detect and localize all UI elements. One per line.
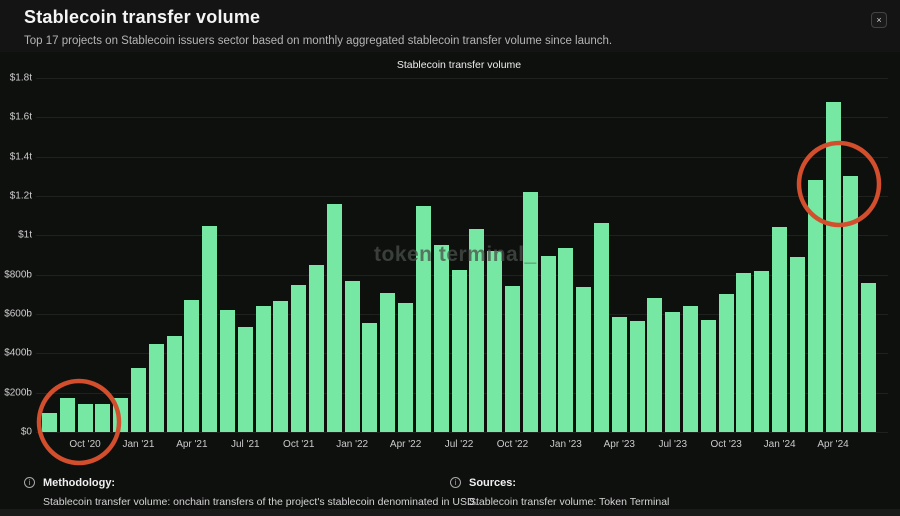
bar-dec20[interactable] bbox=[113, 397, 129, 432]
sources-heading: i Sources: bbox=[450, 477, 669, 490]
bar-mar22[interactable] bbox=[380, 293, 396, 432]
bar-feb24[interactable] bbox=[789, 256, 805, 432]
bottom-strip bbox=[0, 509, 900, 516]
bar-oct21[interactable] bbox=[291, 285, 307, 432]
footer-methodology: i Methodology: Stablecoin transfer volum… bbox=[24, 477, 478, 508]
y-axis-label: $600b bbox=[4, 308, 32, 320]
y-axis-label: $200b bbox=[4, 387, 32, 399]
bar-aug22[interactable] bbox=[469, 229, 485, 432]
y-axis-label: $1.6t bbox=[9, 111, 32, 123]
methodology-heading: i Methodology: bbox=[24, 477, 478, 490]
sources-text: Stablecoin transfer volume: Token Termin… bbox=[469, 496, 670, 508]
gridline bbox=[36, 432, 888, 433]
bar-nov21[interactable] bbox=[309, 264, 325, 432]
bar-feb22[interactable] bbox=[362, 322, 378, 432]
bar-dec21[interactable] bbox=[326, 203, 342, 432]
bar-jan21[interactable] bbox=[130, 368, 146, 432]
bar-oct23[interactable] bbox=[718, 294, 734, 432]
y-axis-label: $800b bbox=[4, 269, 32, 281]
bar-jan22[interactable] bbox=[344, 280, 360, 432]
x-axis-label: Oct '22 bbox=[496, 439, 529, 450]
watermark: token terminal_ bbox=[374, 243, 537, 266]
bar-jun22[interactable] bbox=[433, 245, 449, 432]
bar-jul21[interactable] bbox=[237, 326, 253, 432]
bar-apr23[interactable] bbox=[611, 316, 627, 432]
x-axis-label: Jul '22 bbox=[444, 439, 474, 450]
x-axis-label: Jan '21 bbox=[122, 439, 155, 450]
bar-dec22[interactable] bbox=[540, 255, 556, 432]
x-axis-label: Apr '21 bbox=[176, 439, 208, 450]
gridline bbox=[36, 78, 888, 79]
bar-nov22[interactable] bbox=[522, 192, 538, 432]
footer-sources: i Sources: Stablecoin transfer volume: T… bbox=[450, 477, 669, 508]
bar-may24[interactable] bbox=[843, 176, 859, 432]
y-axis-label: $400b bbox=[4, 347, 32, 359]
bar-sep21[interactable] bbox=[273, 301, 289, 432]
x-axis-label: Apr '24 bbox=[817, 439, 849, 450]
bar-sep22[interactable] bbox=[487, 251, 503, 432]
methodology-title: Methodology: bbox=[43, 477, 116, 489]
gridline bbox=[36, 196, 888, 197]
bar-feb21[interactable] bbox=[148, 343, 164, 432]
bar-jun24[interactable] bbox=[861, 282, 877, 432]
bar-aug21[interactable] bbox=[255, 306, 271, 432]
close-icon[interactable]: × bbox=[871, 12, 887, 28]
y-axis-label: $1.2t bbox=[9, 190, 32, 202]
info-icon: i bbox=[450, 477, 461, 488]
gridline bbox=[36, 235, 888, 237]
bar-jan24[interactable] bbox=[772, 227, 788, 432]
bar-aug20[interactable] bbox=[41, 413, 57, 432]
bar-oct20[interactable] bbox=[77, 404, 93, 432]
legend-label: Stablecoin transfer volume bbox=[396, 59, 522, 71]
header bbox=[0, 0, 900, 52]
bar-jul23[interactable] bbox=[665, 312, 681, 432]
y-axis-label: $1t bbox=[18, 229, 32, 241]
x-axis-label: Oct '21 bbox=[283, 439, 315, 450]
bar-jun23[interactable] bbox=[647, 298, 663, 432]
gridline bbox=[36, 156, 888, 158]
bar-mar21[interactable] bbox=[166, 335, 182, 432]
bar-oct22[interactable] bbox=[504, 286, 520, 432]
methodology-text: Stablecoin transfer volume: onchain tran… bbox=[43, 496, 478, 508]
x-axis-label: Jul '23 bbox=[658, 439, 688, 450]
x-axis-label: Apr '22 bbox=[389, 439, 422, 450]
x-axis-label: Oct '23 bbox=[710, 439, 742, 450]
gridline bbox=[36, 117, 888, 119]
bar-jan23[interactable] bbox=[558, 248, 574, 432]
x-axis-label: Oct '20 bbox=[69, 439, 101, 450]
page-subtitle: Top 17 projects on Stablecoin issuers se… bbox=[24, 35, 613, 47]
x-axis-label: Jan '23 bbox=[549, 439, 582, 450]
y-axis-label: $0 bbox=[20, 426, 32, 438]
bar-mar24[interactable] bbox=[807, 180, 823, 432]
bar-apr22[interactable] bbox=[398, 303, 414, 432]
sources-title: Sources: bbox=[469, 477, 517, 489]
page-title: Stablecoin transfer volume bbox=[24, 7, 261, 27]
info-icon: i bbox=[24, 477, 35, 488]
bar-apr21[interactable] bbox=[184, 300, 200, 432]
bar-dec23[interactable] bbox=[754, 270, 770, 432]
bar-jul22[interactable] bbox=[451, 269, 467, 432]
x-axis-label: Jan '22 bbox=[336, 439, 369, 450]
x-axis-label: Jan '24 bbox=[763, 439, 796, 450]
y-axis-label: $1.4t bbox=[9, 151, 32, 163]
bar-may21[interactable] bbox=[202, 225, 218, 432]
x-axis-label: Apr '23 bbox=[603, 439, 635, 450]
legend[interactable]: Stablecoin transfer volume bbox=[0, 58, 900, 72]
bar-jun21[interactable] bbox=[220, 310, 235, 432]
x-axis-label: Jul '21 bbox=[231, 439, 260, 450]
bar-may22[interactable] bbox=[415, 205, 431, 432]
y-axis-label: $1.8t bbox=[9, 72, 32, 84]
bar-sep20[interactable] bbox=[59, 397, 75, 432]
bar-sep23[interactable] bbox=[700, 319, 716, 432]
bar-may23[interactable] bbox=[629, 320, 645, 432]
bar-nov20[interactable] bbox=[95, 404, 111, 432]
bar-apr24[interactable] bbox=[825, 101, 841, 432]
bar-feb23[interactable] bbox=[576, 287, 592, 432]
bar-aug23[interactable] bbox=[683, 306, 699, 432]
bar-nov23[interactable] bbox=[736, 272, 752, 432]
bar-mar23[interactable] bbox=[594, 222, 609, 432]
